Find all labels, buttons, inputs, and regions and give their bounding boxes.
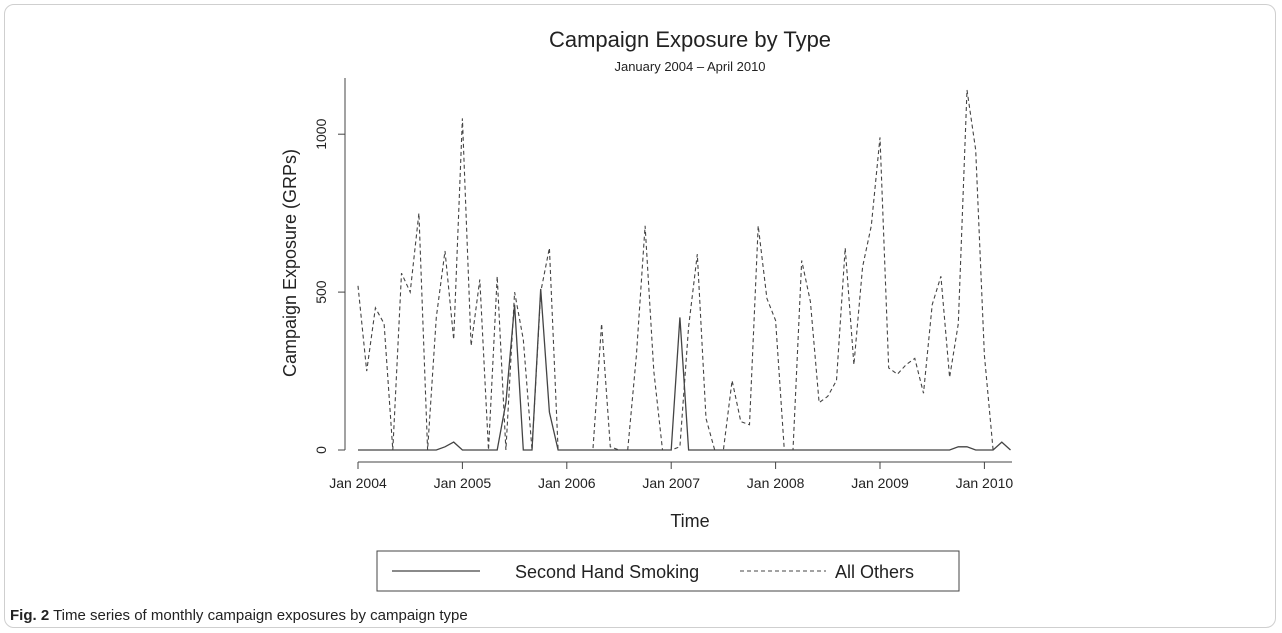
legend-label-second-hand-smoking: Second Hand Smoking <box>515 562 699 582</box>
x-tick-label: Jan 2009 <box>851 475 909 491</box>
y-tick-label: 1000 <box>313 118 329 149</box>
figure-caption-text: Time series of monthly campaign exposure… <box>53 607 468 624</box>
series-all-others-line <box>357 89 994 451</box>
legend-label-all-others: All Others <box>835 562 914 582</box>
figure-caption-label: Fig. 2 <box>10 607 50 624</box>
x-tick-label: Jan 2010 <box>956 475 1014 491</box>
chart-title: Campaign Exposure by Type <box>549 27 831 52</box>
figure-frame <box>4 4 1276 628</box>
chart-subtitle: January 2004 – April 2010 <box>614 59 765 74</box>
series-second-hand-smoking-line <box>358 288 1011 451</box>
x-ticks: Jan 2004 Jan 2005 Jan 2006 Jan 2007 Jan 2008… <box>329 462 1013 491</box>
y-tick-label: 500 <box>313 280 329 304</box>
figure-caption: Fig. 2 Time series of monthly campaign e… <box>10 607 468 624</box>
x-tick-label: Jan 2005 <box>434 475 492 491</box>
x-tick-label: Jan 2008 <box>747 475 805 491</box>
y-tick-label: 0 <box>313 446 329 454</box>
x-axis-label: Time <box>670 511 709 531</box>
x-tick-label: Jan 2006 <box>538 475 596 491</box>
x-tick-label: Jan 2007 <box>642 475 700 491</box>
legend: Second Hand Smoking All Others <box>376 550 960 592</box>
y-ticks: 0 500 1000 <box>313 118 345 454</box>
y-axis-label: Campaign Exposure (GRPs) <box>280 149 300 377</box>
x-tick-label: Jan 2004 <box>329 475 387 491</box>
